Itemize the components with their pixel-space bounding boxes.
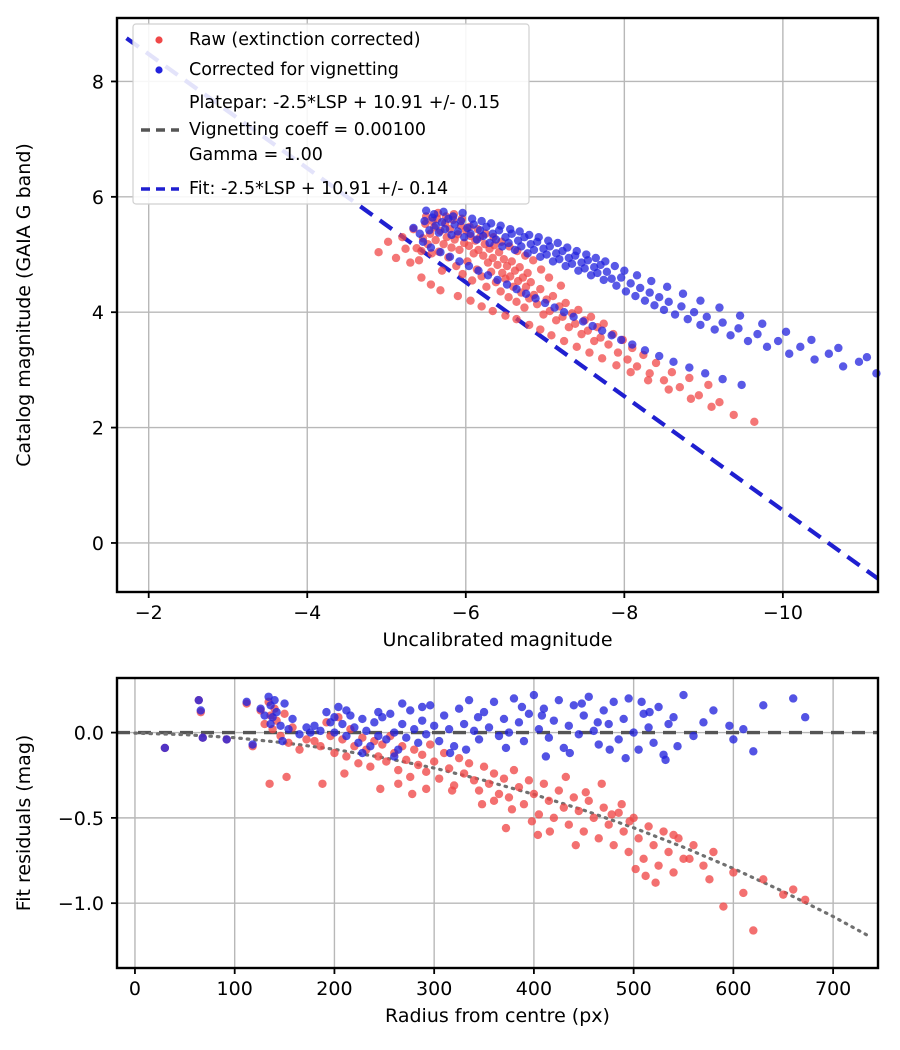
legend-entry: Vignetting coeff = 0.00100 <box>141 120 426 140</box>
axis-ticks: 0 100 200 300 400 500 600 700 0.0 −0.5 −1.0 <box>58 723 851 1000</box>
legend-entry: Raw (extinction corrected) <box>155 30 421 50</box>
axis-ticks: −2 −4 −6 −8 −10 0 2 4 6 8 <box>92 71 803 624</box>
x-tick-label: 100 <box>217 978 253 1000</box>
x-tick-label: 300 <box>416 978 452 1000</box>
corrected-points <box>409 206 881 390</box>
x-tick-label: −6 <box>452 602 480 624</box>
x-tick-label: 600 <box>715 978 751 1000</box>
legend-label: Platepar: -2.5*LSP + 10.91 +/- 0.15 <box>189 93 500 113</box>
y-tick-label: −1.0 <box>58 893 104 915</box>
residuals-plot: 0 100 200 300 400 500 600 700 0.0 −0.5 −1.0 Radius … <box>13 676 880 1027</box>
residuals-panel: 0 100 200 300 400 500 600 700 0.0 −0.5 −1.0 Radius … <box>0 660 900 1050</box>
y-tick-label: 4 <box>92 302 104 324</box>
raw-residual-points <box>160 695 810 935</box>
legend-entry: Gamma = 1.00 <box>189 145 323 165</box>
x-tick-label: −2 <box>135 602 163 624</box>
legend-entry: Platepar: -2.5*LSP + 10.91 +/- 0.15 <box>189 93 500 113</box>
x-tick-label: 400 <box>516 978 552 1000</box>
legend-label: Gamma = 1.00 <box>189 145 323 165</box>
legend-label: Raw (extinction corrected) <box>189 30 421 50</box>
y-tick-label: 0.0 <box>74 723 104 745</box>
calibration-plot: −2 −4 −6 −8 −10 0 2 4 6 8 Uncalibrated magnitude Ca… <box>13 16 881 651</box>
legend-entry: Fit: -2.5*LSP + 10.91 +/- 0.14 <box>141 179 448 199</box>
x-tick-label: 200 <box>316 978 352 1000</box>
x-tick-label: −8 <box>610 602 638 624</box>
x-axis-label: Radius from centre (px) <box>385 1005 610 1027</box>
legend-label: Corrected for vignetting <box>189 60 399 80</box>
x-tick-label: −10 <box>763 602 803 624</box>
legend-label: Fit: -2.5*LSP + 10.91 +/- 0.14 <box>189 179 448 199</box>
y-tick-label: 0 <box>92 533 104 555</box>
legend-entry: Corrected for vignetting <box>155 60 399 80</box>
y-axis-label: Catalog magnitude (GAIA G band) <box>13 143 35 467</box>
x-tick-label: −4 <box>293 602 321 624</box>
calibration-panel: −2 −4 −6 −8 −10 0 2 4 6 8 Uncalibrated magnitude Ca… <box>13 16 881 651</box>
legend-label: Vignetting coeff = 0.00100 <box>189 120 426 140</box>
x-tick-label: 500 <box>616 978 652 1000</box>
y-axis-label: Fit residuals (mag) <box>13 735 35 912</box>
legend: Raw (extinction corrected) Corrected for … <box>132 23 530 205</box>
y-tick-label: 2 <box>92 418 104 440</box>
y-tick-label: 6 <box>92 187 104 209</box>
legend-marker-dot <box>155 66 163 74</box>
x-axis-label: Uncalibrated magnitude <box>382 629 612 651</box>
x-tick-label: 0 <box>129 978 141 1000</box>
legend-marker-dot <box>155 36 163 44</box>
y-tick-label: 8 <box>92 71 104 93</box>
vignetting-curve <box>133 731 870 938</box>
corrected-residual-points <box>160 690 810 765</box>
y-tick-label: −0.5 <box>58 808 104 830</box>
x-tick-label: 700 <box>815 978 851 1000</box>
